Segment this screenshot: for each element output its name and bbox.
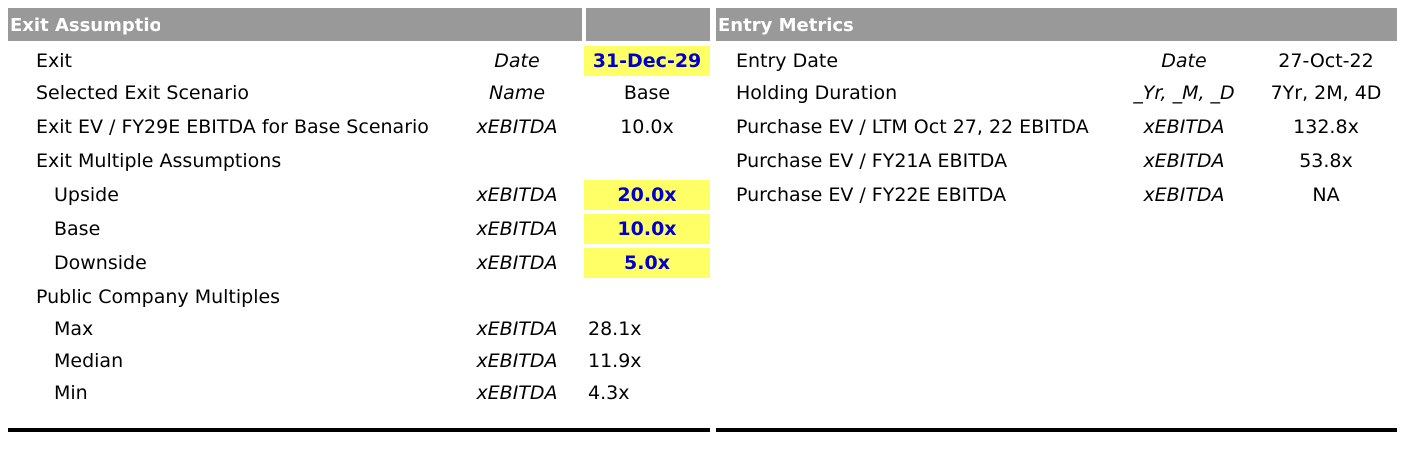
row-unit: Date <box>494 50 540 72</box>
row-value: 27-Oct-22 <box>1278 50 1374 72</box>
entry-metrics-title: Entry Metrics <box>718 15 854 36</box>
row-unit: xEBITDA <box>1143 150 1225 172</box>
section-label: Exit Multiple Assumptions <box>36 150 282 172</box>
row-value: 132.8x <box>1293 116 1359 138</box>
table-row: Max xEBITDA 28.1x <box>8 313 710 345</box>
left-bottom-rule <box>8 428 710 432</box>
table-row: Purchase EV / FY21A EBITDA xEBITDA 53.8x <box>716 145 1397 177</box>
table-row: Exit Multiple Assumptions <box>8 145 710 177</box>
row-value: 10.0x <box>620 116 674 138</box>
row-label: Exit EV / FY29E EBITDA for Base Scenario <box>36 116 429 138</box>
row-label: Min <box>54 382 88 404</box>
exit-assumptions-title: Exit Assumptions <box>10 15 160 36</box>
table-row: Base xEBITDA 10.0x <box>8 213 710 245</box>
upside-multiple-input[interactable]: 20.0x <box>584 180 710 210</box>
table-row: Purchase EV / LTM Oct 27, 22 EBITDA xEBI… <box>716 111 1397 143</box>
right-bottom-rule <box>716 428 1397 432</box>
table-row: Purchase EV / FY22E EBITDA xEBITDA NA <box>716 179 1397 211</box>
exit-assumptions-header: Exit Assumptions <box>8 8 710 41</box>
row-unit: xEBITDA <box>476 252 558 274</box>
row-value: 4.3x <box>588 382 630 404</box>
header-gap <box>582 8 586 41</box>
row-label: Exit <box>36 50 72 72</box>
base-multiple-input[interactable]: 10.0x <box>584 214 710 244</box>
row-unit: Date <box>1161 50 1207 72</box>
table-row: Holding Duration _Yr, _M, _D 7Yr, 2M, 4D <box>716 77 1397 109</box>
table-row: Upside xEBITDA 20.0x <box>8 179 710 211</box>
downside-multiple-input[interactable]: 5.0x <box>584 248 710 278</box>
table-row: Exit Date 31-Dec-29 <box>8 45 710 77</box>
section-label: Public Company Multiples <box>36 286 281 308</box>
row-label: Selected Exit Scenario <box>36 82 250 104</box>
row-value: NA <box>1312 184 1340 206</box>
table-row: Entry Date Date 27-Oct-22 <box>716 45 1397 77</box>
entry-metrics-header: Entry Metrics <box>716 8 1397 41</box>
table-row: Median xEBITDA 11.9x <box>8 345 710 377</box>
row-unit: xEBITDA <box>476 382 558 404</box>
row-label: Purchase EV / FY22E EBITDA <box>736 184 1007 206</box>
row-unit: xEBITDA <box>476 218 558 240</box>
row-unit: _Yr, _M, _D <box>1133 82 1235 104</box>
row-label: Purchase EV / LTM Oct 27, 22 EBITDA <box>736 116 1089 138</box>
row-unit: xEBITDA <box>1143 184 1225 206</box>
row-unit: xEBITDA <box>1143 116 1225 138</box>
entry-metrics-panel: Entry Metrics Entry Date Date 27-Oct-22 … <box>716 8 1397 206</box>
row-label: Median <box>54 350 124 372</box>
row-label: Base <box>54 218 101 240</box>
row-value: 53.8x <box>1299 150 1353 172</box>
exit-assumptions-panel: Exit Assumptions Exit Date 31-Dec-29 Sel… <box>8 8 710 404</box>
row-value: 11.9x <box>588 350 642 372</box>
table-row: Downside xEBITDA 5.0x <box>8 247 710 279</box>
table-row: Min xEBITDA 4.3x <box>8 377 710 409</box>
row-value: 7Yr, 2M, 4D <box>1270 82 1382 104</box>
row-label: Max <box>54 318 94 340</box>
row-label: Holding Duration <box>736 82 898 104</box>
row-unit: xEBITDA <box>476 116 558 138</box>
row-value: Base <box>623 82 671 104</box>
row-unit: xEBITDA <box>476 350 558 372</box>
row-value: 28.1x <box>588 318 642 340</box>
row-label: Downside <box>54 252 147 274</box>
table-row: Exit EV / FY29E EBITDA for Base Scenario… <box>8 111 710 143</box>
row-label: Purchase EV / FY21A EBITDA <box>736 150 1008 172</box>
row-unit: xEBITDA <box>476 318 558 340</box>
row-unit: xEBITDA <box>476 184 558 206</box>
row-unit: Name <box>488 82 546 104</box>
table-row: Selected Exit Scenario Name Base <box>8 77 710 109</box>
row-label: Upside <box>54 184 119 206</box>
table-row: Public Company Multiples <box>8 281 710 313</box>
exit-date-input[interactable]: 31-Dec-29 <box>584 46 710 76</box>
row-label: Entry Date <box>736 50 839 72</box>
